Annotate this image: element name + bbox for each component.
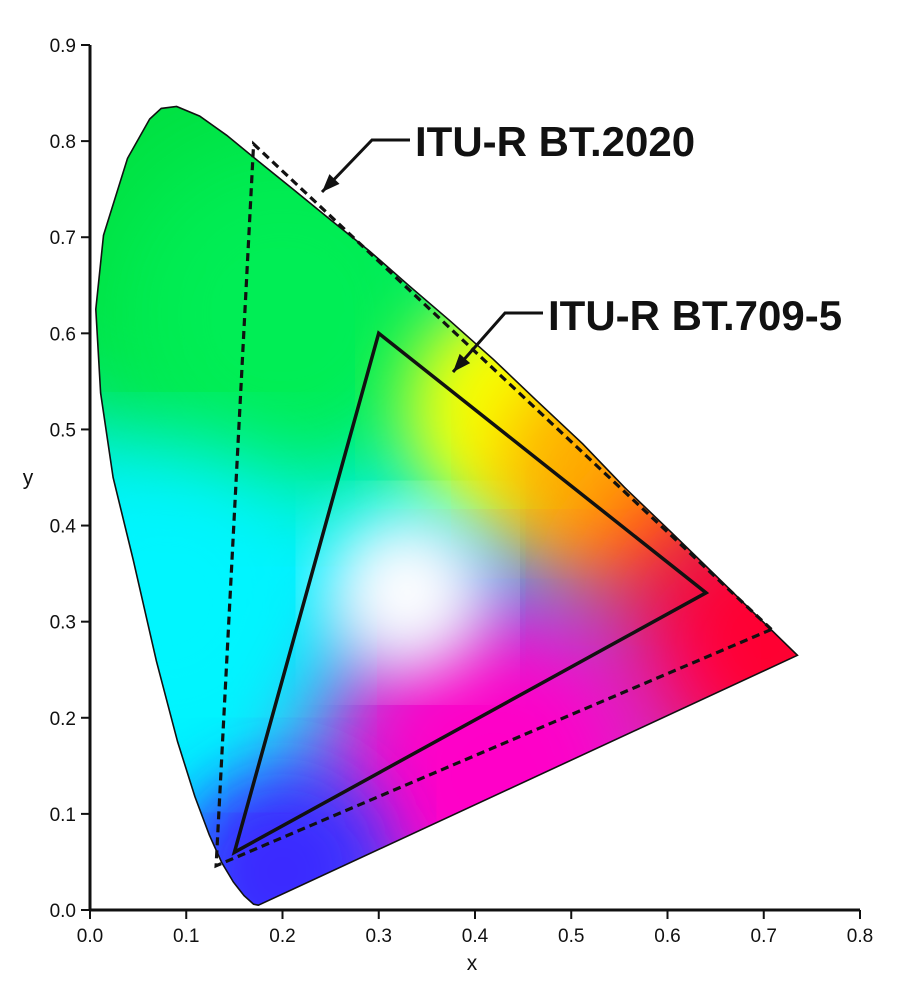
x-tick-label: 0.8 [847,926,873,947]
y-axis-ticks: 0.0 0.1 0.2 0.3 0.4 0.5 0.6 0.7 0.8 0.9 [50,36,90,922]
y-tick-label: 0.0 [50,901,76,922]
y-axis-label: y [23,467,34,490]
annotation-leader-line [451,311,543,373]
gamut-annotations: ITU-R BT.2020 ITU-R BT.709-5 [320,118,842,373]
x-tick-label: 0.0 [77,926,103,947]
x-tick-label: 0.7 [751,926,777,947]
y-tick-label: 0.6 [50,324,76,345]
annotation-1: ITU-R BT.709-5 [451,292,842,373]
x-tick-label: 0.6 [654,926,680,947]
spectral-locus-outline [94,105,799,907]
color-blob-7 [95,452,317,753]
x-tick-label: 0.1 [173,926,199,947]
y-tick-label: 0.8 [50,132,76,153]
x-tick-label: 0.5 [558,926,584,947]
x-tick-label: 0.2 [269,926,295,947]
annotation-arrowhead [453,353,471,372]
bt2020-triangle [214,140,775,869]
gamut-label: ITU-R BT.2020 [415,118,695,165]
gamut-triangles [214,140,775,869]
x-tick-label: 0.3 [366,926,392,947]
color-blob-6 [172,761,393,906]
x-axis-label: x [467,952,478,975]
y-tick-label: 0.1 [50,805,76,826]
y-tick-label: 0.4 [50,517,77,538]
y-tick-label: 0.5 [50,420,76,441]
annotation-leader-line [320,138,410,194]
annotation-0: ITU-R BT.2020 [320,118,695,194]
x-axis-ticks: 0.0 0.1 0.2 0.3 0.4 0.5 0.6 0.7 0.8 [77,910,873,947]
x-tick-label: 0.4 [462,926,489,947]
y-tick-label: 0.3 [50,613,76,634]
color-blob-8 [327,512,488,673]
bt709-triangle [231,330,710,856]
annotation-arrowhead [322,174,340,192]
y-tick-label: 0.9 [50,36,76,57]
y-tick-label: 0.2 [50,709,76,730]
gamut-label: ITU-R BT.709-5 [548,292,842,339]
y-tick-label: 0.7 [50,228,76,249]
